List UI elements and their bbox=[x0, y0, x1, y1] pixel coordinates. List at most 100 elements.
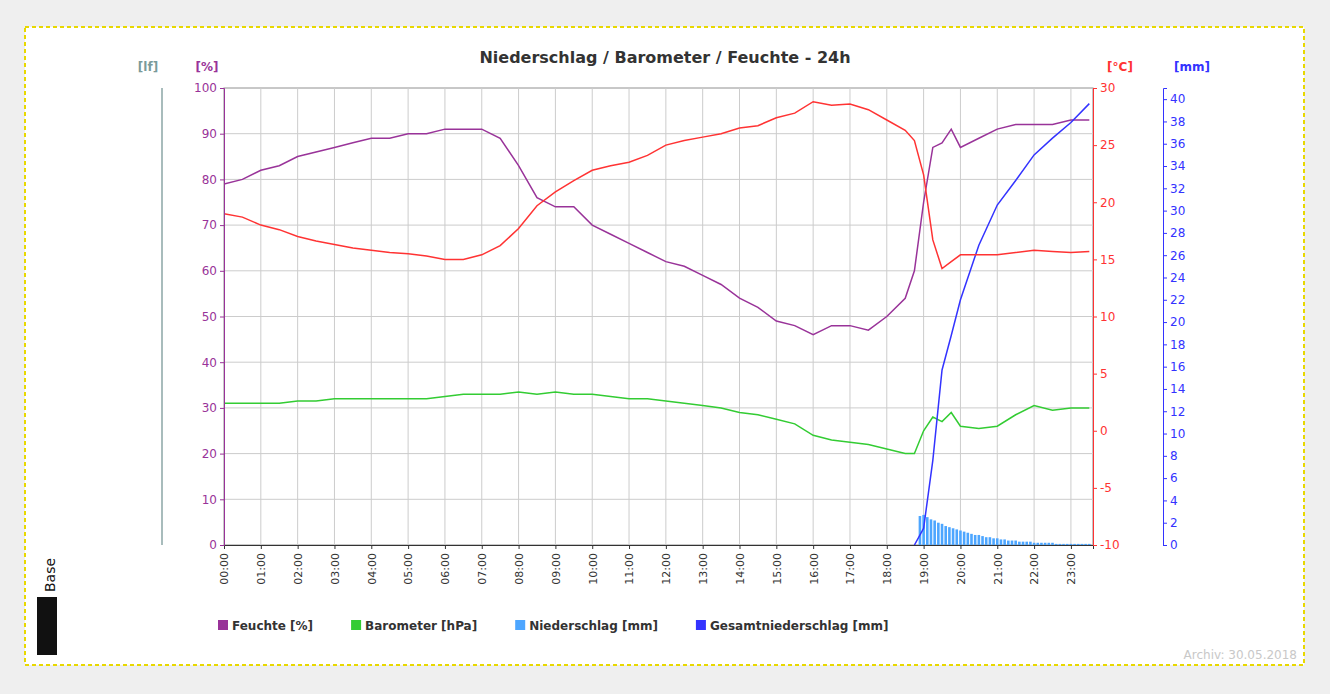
tick-mark bbox=[1163, 523, 1167, 524]
line bbox=[914, 104, 1089, 545]
tick-mark bbox=[887, 545, 888, 549]
bar bbox=[955, 529, 958, 545]
tick-label: 34 bbox=[1170, 159, 1185, 173]
axis-line bbox=[225, 546, 1094, 550]
tick-label: 0 bbox=[209, 538, 217, 552]
tick-mark bbox=[1163, 434, 1167, 435]
chart-frame bbox=[25, 27, 1304, 665]
tick-mark bbox=[220, 317, 224, 318]
tick-mark bbox=[220, 362, 224, 363]
tick-label: 23:00 bbox=[1065, 553, 1078, 585]
bar bbox=[978, 535, 981, 545]
tick-mark bbox=[220, 545, 224, 546]
tick-label: 20 bbox=[202, 447, 217, 461]
archive-label: Archiv: 30.05.2018 bbox=[1184, 648, 1297, 662]
tick: 20:00 bbox=[955, 545, 968, 585]
legend-swatch bbox=[696, 620, 706, 630]
tick-label: 20 bbox=[1170, 315, 1185, 329]
title: Niederschlag / Barometer / Feuchte - 24h bbox=[479, 48, 850, 67]
y3-axis: 0246810121416182022242628303234363840 bbox=[1163, 89, 1185, 553]
tick: 18 bbox=[1163, 338, 1185, 352]
tick-mark bbox=[776, 545, 777, 549]
tick-label: 14:00 bbox=[734, 553, 747, 585]
bar bbox=[1088, 544, 1091, 545]
tick-mark bbox=[1163, 255, 1167, 256]
tick: 30 bbox=[1093, 81, 1115, 95]
grid-line-y bbox=[224, 225, 1093, 226]
tick-mark bbox=[220, 134, 224, 135]
tick-mark bbox=[1093, 259, 1097, 260]
tick: 30 bbox=[1163, 204, 1185, 218]
tick-label: 09:00 bbox=[550, 553, 563, 585]
legend-item: Feuchte [%] bbox=[218, 619, 313, 633]
tick: 2 bbox=[1163, 516, 1178, 530]
bar bbox=[963, 532, 966, 545]
tick-mark bbox=[703, 545, 704, 549]
tick-mark bbox=[1163, 500, 1167, 501]
tick-mark bbox=[1163, 389, 1167, 390]
legend-item: Barometer [hPa] bbox=[351, 619, 477, 633]
grid-line-y bbox=[224, 362, 1093, 363]
tick: 11:00 bbox=[623, 545, 636, 585]
y2-axis-label: [°C] bbox=[1107, 60, 1133, 74]
tick-label: 19:00 bbox=[918, 553, 931, 585]
logo bbox=[37, 597, 57, 655]
bar bbox=[930, 519, 933, 545]
grid-line-y bbox=[224, 407, 1093, 408]
tick-label: 30 bbox=[1170, 204, 1185, 218]
tick-label: 22:00 bbox=[1028, 553, 1041, 585]
bar bbox=[926, 517, 929, 545]
tick: -5 bbox=[1093, 481, 1112, 495]
tick: 80 bbox=[202, 173, 224, 187]
tick-label: 05:00 bbox=[402, 553, 415, 585]
tick-label: 03:00 bbox=[329, 553, 342, 585]
tick: 14:00 bbox=[734, 545, 747, 585]
tick-mark bbox=[1163, 478, 1167, 479]
tick-label: 10 bbox=[1170, 427, 1185, 441]
tick-label: 40 bbox=[202, 356, 217, 370]
tick: 6 bbox=[1163, 471, 1178, 485]
tick: 14 bbox=[1163, 382, 1185, 396]
legend-swatch bbox=[218, 620, 228, 630]
bar bbox=[1000, 539, 1003, 545]
bar bbox=[941, 524, 944, 545]
tick: 00:00 bbox=[218, 545, 231, 585]
tick: 16:00 bbox=[808, 545, 821, 585]
y-axis-label: [%] bbox=[196, 60, 219, 74]
tick-mark bbox=[1093, 545, 1097, 546]
grid-line-y bbox=[224, 453, 1093, 454]
bar bbox=[952, 528, 955, 545]
grid-line-y bbox=[224, 179, 1093, 180]
tick: 0 bbox=[1163, 538, 1178, 552]
tick: 22:00 bbox=[1028, 545, 1041, 585]
tick: 21:00 bbox=[992, 545, 1005, 585]
tick: 22 bbox=[1163, 293, 1185, 307]
tick-mark bbox=[1071, 545, 1072, 549]
tick-label: 17:00 bbox=[844, 553, 857, 585]
tick: 20 bbox=[1093, 196, 1115, 210]
tick-label: 10:00 bbox=[587, 553, 600, 585]
tick-label: 40 bbox=[1170, 92, 1185, 106]
tick-label: 60 bbox=[202, 264, 217, 278]
tick: 0 bbox=[209, 538, 224, 552]
tick: 50 bbox=[202, 310, 224, 324]
tick: 10 bbox=[1093, 310, 1115, 324]
tick-mark bbox=[220, 88, 224, 89]
legend-item: Gesamtniederschlag [mm] bbox=[696, 619, 889, 633]
tick: 09:00 bbox=[550, 545, 563, 585]
tick: 18:00 bbox=[881, 545, 894, 585]
bar bbox=[970, 534, 973, 545]
bar bbox=[944, 526, 947, 545]
tick-label: 08:00 bbox=[513, 553, 526, 585]
tick-label: 10 bbox=[202, 493, 217, 507]
tick-mark bbox=[1163, 411, 1167, 412]
grid-line-y bbox=[224, 88, 1093, 89]
empty-axis bbox=[161, 88, 163, 545]
tick: 12:00 bbox=[660, 545, 673, 585]
tick: 24 bbox=[1163, 271, 1185, 285]
tick: 34 bbox=[1163, 159, 1185, 173]
bar bbox=[985, 537, 988, 545]
bar bbox=[1070, 544, 1073, 545]
tick: 05:00 bbox=[402, 545, 415, 585]
tick: 70 bbox=[202, 218, 224, 232]
